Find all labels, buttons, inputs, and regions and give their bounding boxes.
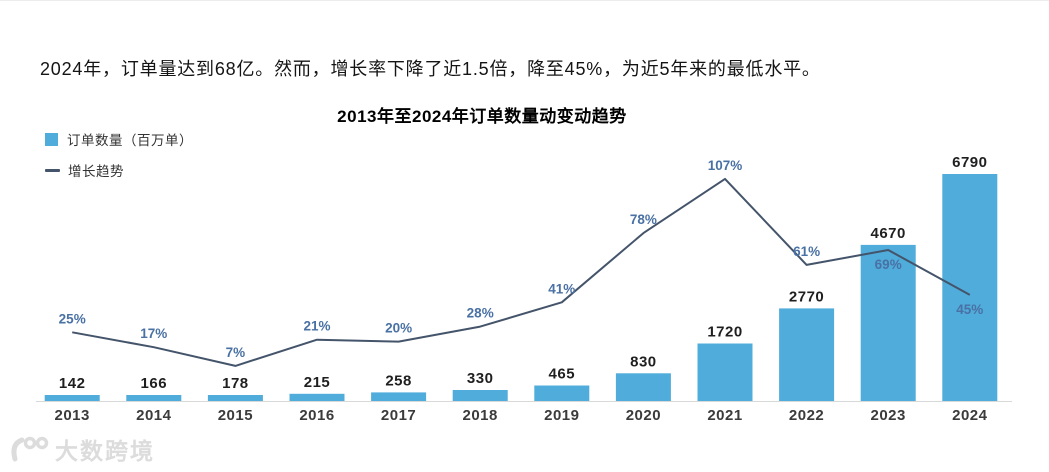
- bar-value-label-2014: 166: [141, 375, 168, 392]
- x-tick-label-2020: 2020: [626, 407, 661, 424]
- bar-value-label-2022: 2770: [789, 288, 824, 305]
- watermark: 大数跨境: [7, 432, 155, 466]
- bar-2015: [207, 395, 263, 401]
- legend-item-growth: 增长趋势: [45, 160, 193, 180]
- x-tick-label-2016: 2016: [299, 407, 334, 424]
- x-tick-label-2023: 2023: [871, 407, 906, 424]
- pct-label-2017: 20%: [385, 321, 412, 336]
- pct-label-2021: 107%: [708, 158, 743, 173]
- bar-2022: [779, 308, 835, 401]
- bar-swatch-icon: [45, 132, 58, 146]
- bar-2019: [534, 385, 590, 401]
- x-tick-label-2018: 2018: [463, 407, 498, 424]
- bar-value-label-2019: 465: [549, 366, 576, 383]
- bar-value-label-2021: 1720: [707, 324, 742, 341]
- line-swatch-icon: [45, 168, 60, 172]
- bar-value-label-2013: 142: [59, 375, 86, 392]
- x-tick-label-2017: 2017: [381, 407, 416, 424]
- bar-value-label-2023: 4670: [871, 225, 906, 242]
- growth-trend-line: [72, 177, 971, 367]
- intro-text: 2024年，订单量达到68亿。然而，增长率下降了近1.5倍，降至45%，为近5年…: [40, 59, 821, 79]
- chart-title: 2013年至2024年订单数量动变动趋势: [337, 107, 627, 126]
- bar-value-label-2016: 215: [304, 374, 331, 391]
- x-tick-label-2019: 2019: [544, 407, 579, 424]
- bar-2018: [452, 390, 508, 401]
- legend-item-orders: 订单数量（百万单）: [45, 129, 193, 149]
- bar-2021: [697, 343, 753, 401]
- pct-label-2020: 78%: [630, 212, 657, 227]
- x-tick-label-2022: 2022: [789, 407, 824, 424]
- bar-value-label-2017: 258: [385, 372, 412, 389]
- bar-2013: [44, 395, 100, 401]
- watermark-text: 大数跨境: [55, 438, 155, 464]
- pct-label-2024: 45%: [956, 302, 983, 317]
- chart-legend: 订单数量（百万单） 增长趋势: [45, 129, 193, 191]
- pct-label-2014: 17%: [140, 326, 167, 341]
- legend-label-growth: 增长趋势: [68, 164, 124, 179]
- pct-label-2018: 28%: [467, 306, 494, 321]
- bar-2016: [289, 393, 345, 401]
- pct-label-2019: 41%: [548, 281, 575, 296]
- watermark-logo-icon: [11, 436, 49, 462]
- bar-2024: [942, 174, 998, 401]
- bar-value-label-2018: 330: [467, 370, 494, 387]
- x-tick-label-2014: 2014: [136, 407, 172, 424]
- pct-label-2015: 7%: [226, 345, 246, 360]
- bar-2014: [126, 395, 182, 401]
- x-tick-label-2021: 2021: [707, 407, 742, 424]
- bar-value-label-2020: 830: [630, 353, 657, 370]
- legend-label-orders: 订单数量（百万单）: [67, 133, 193, 148]
- bar-2020: [615, 373, 671, 401]
- pct-label-2013: 25%: [59, 311, 86, 326]
- bar-2023: [860, 244, 916, 401]
- pct-label-2016: 21%: [303, 319, 330, 334]
- bar-value-label-2015: 178: [222, 375, 249, 392]
- x-tick-label-2015: 2015: [218, 407, 253, 424]
- pct-label-2023: 69%: [875, 257, 902, 272]
- x-tick-label-2013: 2013: [55, 407, 90, 424]
- x-tick-label-2024: 2024: [952, 407, 988, 424]
- bar-2017: [371, 392, 427, 401]
- pct-label-2022: 61%: [793, 244, 820, 259]
- bar-value-label-2024: 6790: [952, 154, 987, 171]
